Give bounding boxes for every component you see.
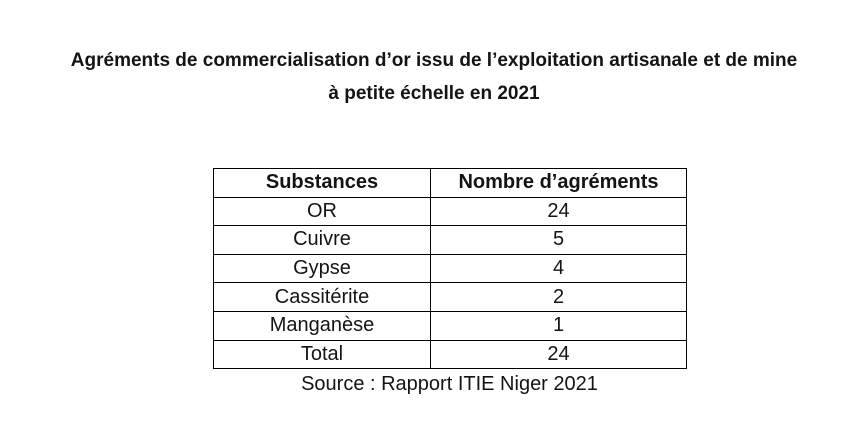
table-row-cuivre: Cuivre 5 (213, 225, 687, 255)
page-title: Agréments de commercialisation d’or issu… (0, 44, 868, 110)
column-header-nombre-agrements: Nombre d’agréments (430, 168, 687, 198)
page-title-line-1: Agréments de commercialisation d’or issu… (70, 50, 798, 71)
count-cell: 4 (430, 253, 687, 284)
page-title-line-2: à petite échelle en 2021 (328, 83, 540, 104)
table-row-manganese: Manganèse 1 (213, 310, 687, 341)
table-row-total: Total 24 (213, 339, 687, 370)
source-caption: Source : Rapport ITIE Niger 2021 (301, 373, 598, 396)
count-cell: 2 (430, 282, 687, 312)
substances-table: Substances Nombre d’agréments OR 24 Cuiv… (213, 168, 687, 370)
substance-cell: Gypse (213, 253, 431, 284)
count-cell: 1 (430, 310, 687, 341)
table-row-cassiterite: Cassitérite 2 (213, 282, 687, 312)
count-cell: 24 (430, 339, 687, 370)
substance-cell: Cuivre (213, 225, 431, 255)
substance-cell: Cassitérite (213, 282, 431, 312)
table-area: Substances Nombre d’agréments OR 24 Cuiv… (213, 168, 687, 396)
substance-cell: Total (213, 339, 431, 370)
table-row-or: OR 24 (213, 196, 687, 227)
substance-cell: OR (213, 196, 431, 227)
table-row-gypse: Gypse 4 (213, 253, 687, 284)
column-header-substances: Substances (213, 168, 431, 198)
count-cell: 24 (430, 196, 687, 227)
table-header-row: Substances Nombre d’agréments (213, 168, 687, 198)
substance-cell: Manganèse (213, 310, 431, 341)
count-cell: 5 (430, 225, 687, 255)
